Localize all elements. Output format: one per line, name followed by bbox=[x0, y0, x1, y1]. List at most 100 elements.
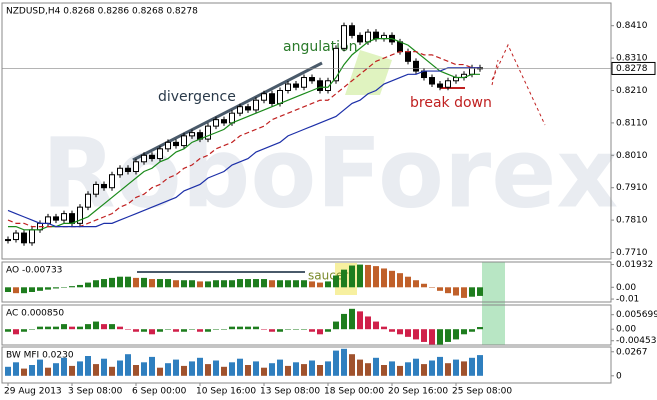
indicator-bar bbox=[53, 363, 59, 376]
candle bbox=[141, 154, 147, 163]
indicator-bar bbox=[309, 360, 315, 376]
indicator-bar bbox=[437, 356, 443, 376]
indicator-bar bbox=[389, 270, 395, 288]
indicator-bar bbox=[413, 329, 419, 340]
moving-average bbox=[7, 51, 480, 228]
candle bbox=[373, 31, 379, 40]
indicator-bar bbox=[13, 329, 19, 335]
indicator-bar bbox=[5, 287, 11, 292]
indicator-bar bbox=[165, 329, 171, 330]
y-tick-label: 0.0267 bbox=[616, 347, 648, 357]
indicator-bar bbox=[237, 358, 243, 376]
indicator-bar bbox=[205, 329, 211, 332]
indicator-bar bbox=[141, 277, 147, 288]
indicator-bar bbox=[253, 361, 259, 376]
indicator-bar bbox=[69, 286, 75, 288]
indicator-bar bbox=[349, 265, 355, 288]
candle bbox=[165, 141, 171, 150]
indicator-bar bbox=[149, 356, 155, 376]
y-tick-label: 0.7810 bbox=[616, 216, 648, 226]
indicator-bar bbox=[93, 364, 99, 376]
indicator-bar bbox=[45, 326, 51, 330]
indicator-bar bbox=[277, 280, 283, 288]
indicator-bar bbox=[373, 321, 379, 330]
indicator-bar bbox=[189, 361, 195, 376]
panel-title: AO -0.00733 bbox=[6, 266, 62, 276]
indicator-bar bbox=[133, 365, 139, 376]
x-tick-label: 13 Sep 08:00 bbox=[260, 387, 320, 397]
indicator-bar bbox=[141, 329, 147, 332]
candle bbox=[405, 51, 411, 62]
indicator-bar bbox=[157, 367, 163, 376]
candle bbox=[309, 77, 315, 82]
indicator-bar bbox=[61, 357, 67, 376]
indicator-bar bbox=[229, 280, 235, 288]
candle bbox=[325, 80, 331, 91]
indicator-bar bbox=[317, 365, 323, 376]
indicator-bar bbox=[173, 329, 179, 332]
indicator-bar bbox=[85, 282, 91, 288]
indicator-bar bbox=[13, 362, 19, 376]
forecast-line bbox=[491, 59, 499, 86]
candle bbox=[133, 161, 139, 173]
indicator-bar bbox=[213, 360, 219, 376]
indicator-bar bbox=[437, 287, 443, 291]
indicator-bar bbox=[373, 357, 379, 376]
indicator-bar bbox=[349, 354, 355, 376]
indicator-bar bbox=[117, 276, 123, 288]
indicator-bar bbox=[5, 366, 11, 376]
indicator-bar bbox=[45, 367, 51, 376]
candle bbox=[293, 83, 299, 88]
indicator-bar bbox=[29, 287, 35, 292]
y-tick-label: 0.8110 bbox=[616, 118, 648, 128]
indicator-bar bbox=[325, 361, 331, 376]
candle bbox=[61, 213, 67, 221]
indicator-bar bbox=[429, 329, 435, 345]
indicator-bar bbox=[397, 365, 403, 376]
indicator-bar bbox=[53, 326, 59, 330]
y-tick-label: 0.8310 bbox=[616, 54, 648, 64]
candle bbox=[101, 183, 107, 189]
indicator-bar bbox=[477, 287, 483, 296]
indicator-bar bbox=[477, 355, 483, 376]
y-tick-label: -0.00453 bbox=[616, 336, 656, 346]
indicator-bar bbox=[117, 360, 123, 376]
indicator-bar bbox=[429, 360, 435, 376]
indicator-bar bbox=[157, 329, 163, 332]
signal-highlight bbox=[482, 262, 505, 345]
watermark: RoboForex bbox=[42, 117, 619, 229]
candle bbox=[317, 80, 323, 91]
indicator-bar bbox=[397, 329, 403, 335]
indicator-bar bbox=[181, 280, 187, 288]
indicator-bar bbox=[381, 365, 387, 376]
candle bbox=[253, 99, 259, 111]
indicator-bar bbox=[285, 365, 291, 376]
candle bbox=[125, 167, 131, 173]
indicator-bar bbox=[173, 359, 179, 376]
x-tick-label: 18 Sep 00:00 bbox=[324, 387, 384, 397]
divergence-line bbox=[132, 61, 323, 162]
indicator-bar bbox=[157, 279, 163, 288]
y-tick-label: -0.01 bbox=[616, 295, 639, 305]
indicator-bar bbox=[397, 273, 403, 288]
x-tick-label: 3 Sep 08:00 bbox=[68, 387, 123, 397]
indicator-bar bbox=[317, 282, 323, 288]
candle bbox=[365, 31, 371, 43]
candle bbox=[77, 206, 83, 224]
indicator-bar bbox=[101, 279, 107, 288]
price-label: 0.8278 bbox=[616, 64, 648, 74]
indicator-bar bbox=[477, 327, 483, 330]
indicator-bar bbox=[453, 287, 459, 296]
indicator-bar bbox=[125, 354, 131, 376]
indicator-bar bbox=[213, 280, 219, 288]
candle bbox=[237, 106, 243, 114]
candle bbox=[221, 119, 227, 124]
indicator-bar bbox=[61, 287, 67, 288]
indicator-bar bbox=[221, 280, 227, 288]
indicator-bar bbox=[357, 264, 363, 288]
candle bbox=[189, 132, 195, 137]
indicator-bar bbox=[261, 279, 267, 288]
indicator-bar bbox=[221, 329, 227, 330]
indicator-bar bbox=[421, 364, 427, 376]
indicator-bar bbox=[189, 280, 195, 288]
